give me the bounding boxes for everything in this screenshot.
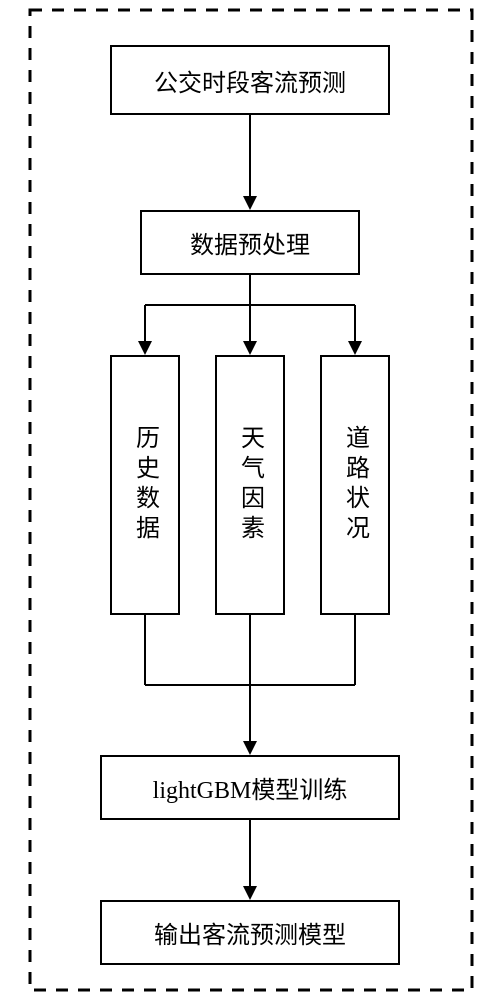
node-n7: 输出客流预测模型: [100, 900, 400, 965]
diagram-canvas: 公交时段客流预测数据预处理历史数据天气因素道路状况 lightGBM模型训练输出客…: [0, 0, 502, 1000]
node-n5: 道路状况: [320, 355, 390, 615]
node-n2: 数据预处理: [140, 210, 360, 275]
node-n4: 天气因素: [215, 355, 285, 615]
node-n6: lightGBM模型训练: [100, 755, 400, 820]
node-n1: 公交时段客流预测: [110, 45, 390, 115]
node-n3: 历史数据: [110, 355, 180, 615]
